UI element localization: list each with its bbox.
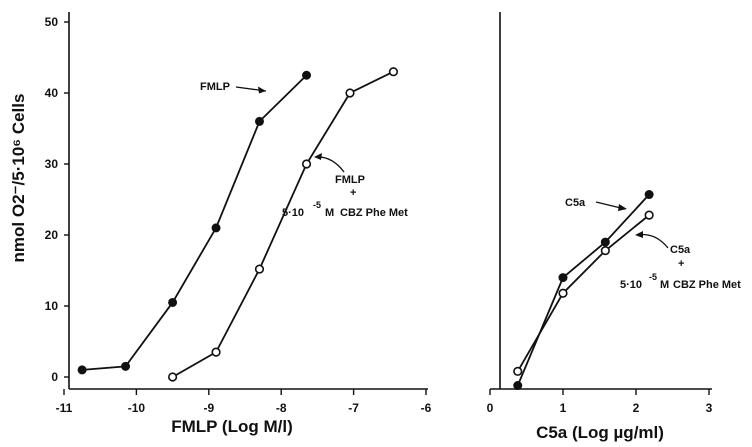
right-panel: 0 1 2 3 C5a (Log µg/ml) C5a C5a + 5·10 -5 M… xyxy=(487,12,741,442)
left-series-2-point xyxy=(254,264,265,274)
left-x-tick-label: -11 xyxy=(56,401,73,415)
annotation-fmlp-cbz-exp: -5 xyxy=(313,200,321,210)
annotation-c5a: C5a xyxy=(565,197,627,211)
annotation-c5a-label: C5a xyxy=(565,197,586,209)
annotation-fmlp-cbz-conc: 5·10 xyxy=(282,207,304,219)
left-series-2-line xyxy=(172,70,394,378)
right-series-2-point xyxy=(600,246,610,256)
left-series-1-point xyxy=(254,116,264,126)
left-series-1-point xyxy=(77,365,87,375)
left-y-tick-label: 10 xyxy=(45,299,59,313)
left-series-1-point xyxy=(121,361,131,371)
right-x-tick-label: 1 xyxy=(560,401,567,415)
right-x-tick-label: 0 xyxy=(487,401,494,415)
annotation-c5a-cbz-arrowhead xyxy=(635,231,643,238)
left-y-tick-label: 50 xyxy=(45,15,59,29)
left-series-1-point xyxy=(302,70,312,80)
left-panel: 0 10 20 30 40 50 -11 -10 -9 -8 -7 -6 FMLP (Log M/l… xyxy=(9,12,432,436)
left-series-2-point xyxy=(345,88,355,98)
left-y-axis-label: nmol O2⁻/5·10⁶ Cells xyxy=(9,94,28,263)
annotation-c5a-cbz-exp: -5 xyxy=(649,272,657,282)
annotation-c5a-arrowhead xyxy=(618,204,627,211)
right-series-1-point xyxy=(558,273,568,283)
right-x-ticks: 0 1 2 3 xyxy=(487,389,713,415)
annotation-fmlp: FMLP xyxy=(200,81,267,94)
left-series-2-point xyxy=(388,67,399,77)
annotation-c5a-cbz: C5a + 5·10 -5 M CBZ Phe Met xyxy=(620,231,741,291)
right-series-1-point xyxy=(513,381,523,391)
right-x-axis-label: C5a (Log µg/ml) xyxy=(536,423,664,442)
left-y-ticks: 0 10 20 30 40 50 xyxy=(45,15,69,384)
left-x-tick-label: -10 xyxy=(128,401,146,415)
left-series-2-point xyxy=(301,159,312,169)
left-x-tick-label: -8 xyxy=(276,401,287,415)
left-series-2-point xyxy=(168,372,178,382)
annotation-fmlp-cbz-arrowhead xyxy=(314,153,322,160)
right-series-2-point xyxy=(513,366,523,376)
annotation-c5a-cbz-conc: 5·10 xyxy=(620,279,642,291)
left-y-tick-label: 30 xyxy=(45,157,59,171)
annotation-fmlp-cbz-line1: FMLP xyxy=(335,174,365,186)
right-x-tick-label: 2 xyxy=(633,401,640,415)
left-x-tick-label: -9 xyxy=(203,401,214,415)
left-series-group xyxy=(77,67,399,382)
annotation-fmlp-label: FMLP xyxy=(200,81,230,93)
annotation-fmlp-arrowhead xyxy=(258,86,266,94)
annotation-fmlp-cbz-unit: M xyxy=(325,207,334,219)
annotation-fmlp-cbz: FMLP + 5·10 -5 M CBZ Phe Met xyxy=(282,153,408,219)
annotation-c5a-cbz-unit: M xyxy=(660,279,669,291)
left-y-tick-label: 20 xyxy=(45,228,59,242)
annotation-c5a-cbz-reagent: CBZ Phe Met xyxy=(673,279,741,291)
left-x-tick-label: -6 xyxy=(421,401,432,415)
right-series-1-point xyxy=(644,190,654,200)
left-series-1-point xyxy=(211,223,221,233)
left-x-ticks: -11 -10 -9 -8 -7 -6 xyxy=(56,389,432,415)
left-x-axis-label: FMLP (Log M/l) xyxy=(171,417,293,436)
left-series-1-line xyxy=(82,74,308,371)
annotation-c5a-cbz-line1: C5a xyxy=(670,244,691,256)
right-series-group xyxy=(513,190,654,391)
right-series-1-point xyxy=(600,237,610,247)
right-series-2-line xyxy=(516,214,650,372)
right-series-2-point xyxy=(644,210,654,220)
left-y-tick-label: 40 xyxy=(45,86,59,100)
annotation-c5a-cbz-plus: + xyxy=(678,258,684,270)
left-y-tick-label: 0 xyxy=(51,370,58,384)
right-series-2-point xyxy=(558,288,568,298)
annotation-fmlp-cbz-plus: + xyxy=(350,187,356,199)
left-x-tick-label: -7 xyxy=(348,401,359,415)
annotation-fmlp-cbz-reagent: CBZ Phe Met xyxy=(340,207,408,219)
right-x-tick-label: 3 xyxy=(706,401,713,415)
left-series-2-point xyxy=(211,347,221,357)
left-series-1-point xyxy=(168,297,178,307)
